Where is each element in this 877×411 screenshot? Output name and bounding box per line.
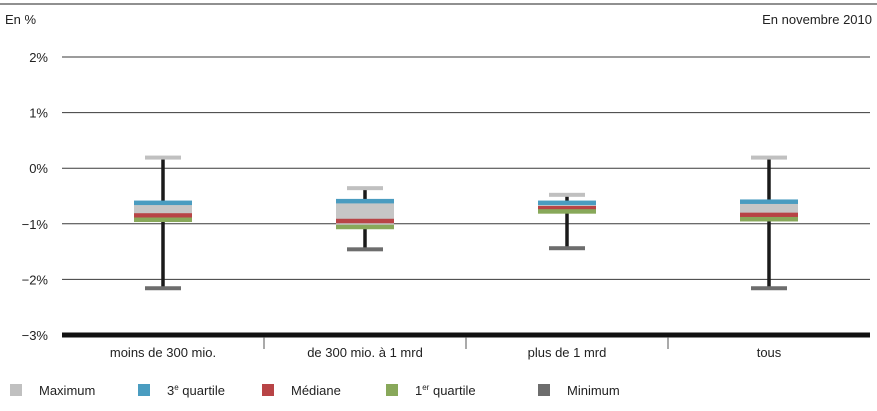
legend-swatch (262, 384, 274, 396)
legend-item: Minimum (538, 383, 620, 398)
legend-swatch (138, 384, 150, 396)
box-plot (538, 192, 596, 251)
grid (62, 56, 870, 280)
legend-label-main: 1 (415, 383, 422, 398)
max-cap (751, 155, 787, 160)
min-cap (751, 286, 787, 291)
legend-label-tail: quartile (179, 383, 225, 398)
y-tick-label: 2% (29, 50, 48, 65)
q1-band (538, 209, 596, 214)
q3-band (336, 198, 394, 204)
unit-label: En % (5, 12, 37, 27)
max-cap (549, 192, 585, 197)
legend-label: 3e quartile (167, 383, 225, 398)
max-cap (347, 186, 383, 191)
box-plots (134, 155, 798, 291)
box-body (336, 199, 394, 229)
min-cap (549, 246, 585, 251)
min-cap (145, 286, 181, 291)
x-tick-label: plus de 1 mrd (528, 345, 607, 360)
legend-item: 3e quartile (138, 383, 225, 398)
x-tick-label: de 300 mio. à 1 mrd (307, 345, 423, 360)
q1-band (134, 217, 192, 223)
legend-label: Minimum (567, 383, 620, 398)
q3-band (538, 200, 596, 206)
legend-label-main: Minimum (567, 383, 620, 398)
q3-band (740, 199, 798, 204)
box-plot (740, 155, 798, 291)
y-axis-ticks: 2% 1% 0% −1% −2% −3% (22, 50, 49, 343)
legend-item: 1er quartile (386, 383, 476, 398)
legend-label: Maximum (39, 383, 95, 398)
box-plot (134, 155, 192, 291)
max-cap (145, 155, 181, 160)
legend-label-main: Maximum (39, 383, 95, 398)
legend: Maximum 3e quartile Médiane 1er quartile Min… (10, 383, 620, 398)
legend-label-sup: er (422, 383, 429, 392)
legend-label: Médiane (291, 383, 341, 398)
median-band (336, 218, 394, 224)
legend-swatch (386, 384, 398, 396)
date-label: En novembre 2010 (762, 12, 872, 27)
y-tick-label: 0% (29, 161, 48, 176)
y-tick-label: 1% (29, 106, 48, 121)
q1-band (336, 224, 394, 230)
legend-swatch (538, 384, 550, 396)
median-band (134, 213, 192, 218)
legend-label-sup: e (174, 383, 179, 392)
median-band (538, 205, 596, 211)
q1-band (740, 216, 798, 222)
min-cap (347, 247, 383, 252)
y-tick-label: −3% (22, 328, 49, 343)
median-band (740, 212, 798, 218)
x-axis: moins de 300 mio. de 300 mio. à 1 mrd plus… (62, 332, 870, 360)
y-tick-label: −2% (22, 272, 49, 287)
legend-item: Maximum (10, 383, 95, 398)
legend-label-main: 3 (167, 383, 174, 398)
q3-band (134, 200, 192, 206)
y-tick-label: −1% (22, 217, 49, 232)
x-tick-label: tous (757, 345, 782, 360)
legend-label: 1er quartile (415, 383, 476, 398)
box-plot (336, 186, 394, 252)
legend-label-main: Médiane (291, 383, 341, 398)
legend-item: Médiane (262, 383, 341, 398)
legend-label-tail: quartile (429, 383, 475, 398)
x-tick-label: moins de 300 mio. (110, 345, 216, 360)
legend-swatch (10, 384, 22, 396)
